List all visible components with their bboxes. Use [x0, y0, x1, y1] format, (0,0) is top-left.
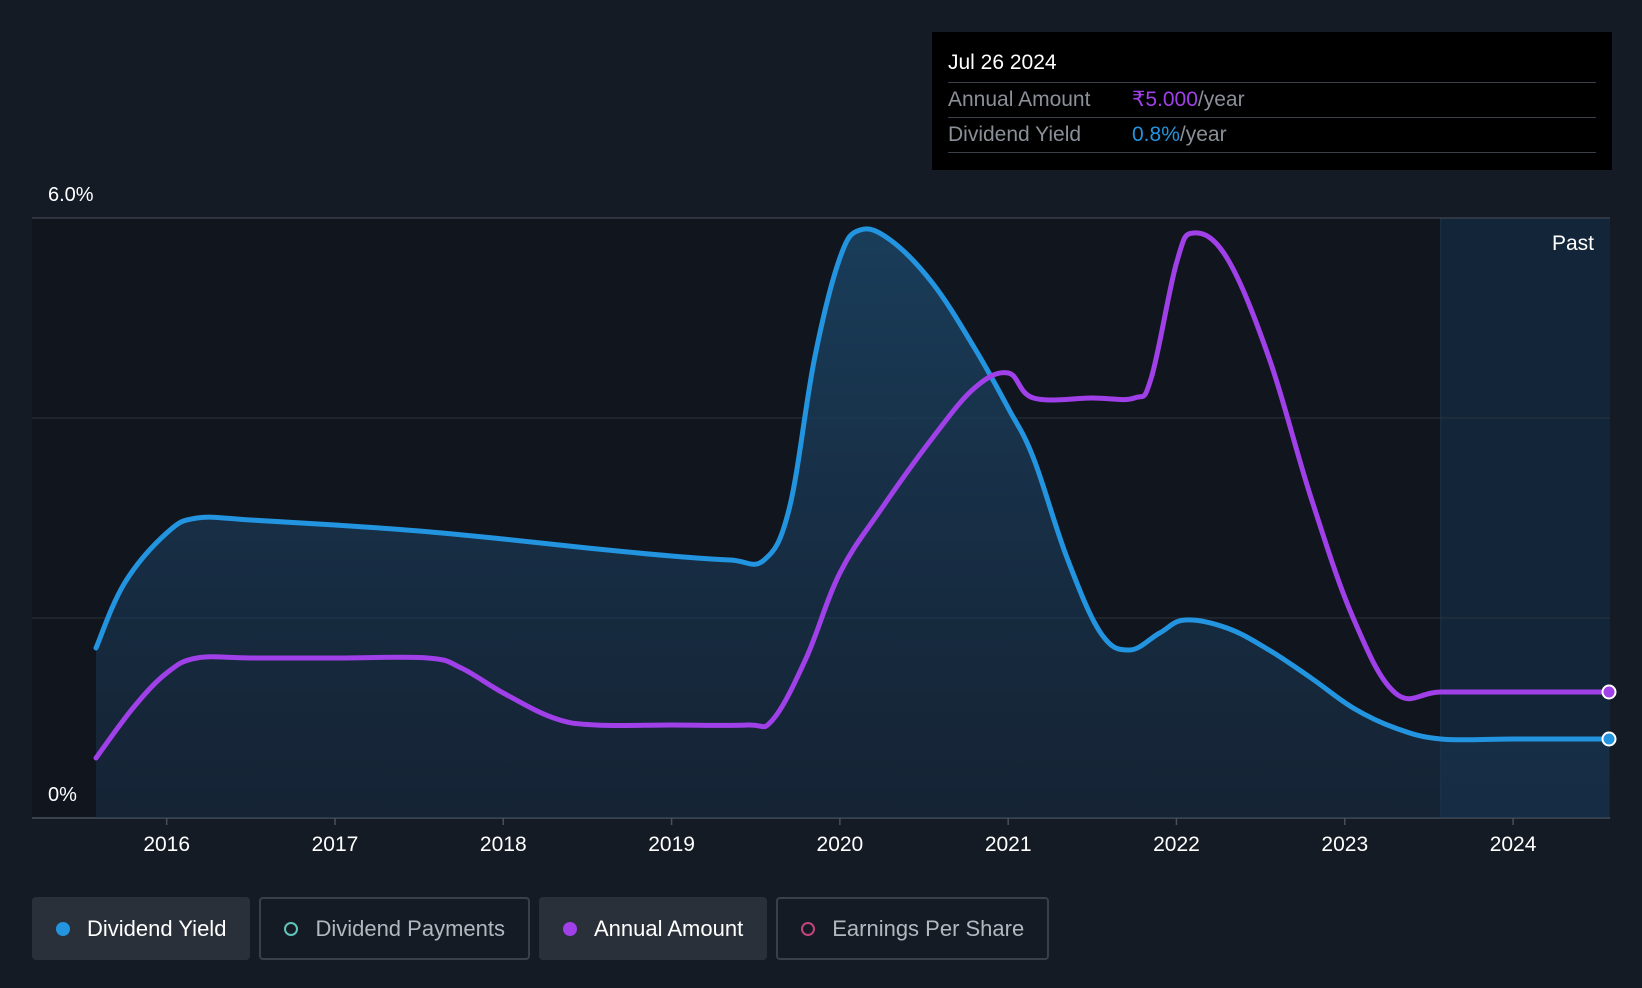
legend-label: Annual Amount: [593, 915, 744, 941]
dot-icon: [562, 921, 577, 936]
y-tick-label: 6.0%: [48, 184, 94, 206]
annual-amount-line: [93, 230, 1612, 761]
tooltip-label: Dividend Yield: [948, 123, 1082, 146]
ring-icon: [284, 921, 299, 936]
legend-toggle-annual-amount[interactable]: Annual Amount: [538, 897, 768, 960]
past-label: Past: [1552, 232, 1594, 255]
x-tick-label: 2021: [985, 833, 1032, 856]
x-tick-label: 2020: [817, 833, 864, 856]
tooltip-row-annual-amount: Annual Amount ₹5.000 /year: [948, 82, 1596, 117]
dot-icon: [56, 921, 70, 936]
x-tick-label: 2017: [312, 833, 359, 856]
y-tick-label: 0%: [48, 784, 77, 806]
legend-label: Dividend Payments: [315, 915, 505, 941]
legend-toggle-earnings-per-share[interactable]: Earnings Per Share: [776, 897, 1050, 960]
tooltip-date: Jul 26 2024: [948, 51, 1057, 74]
legend: Dividend Yield Dividend Payments Annual …: [32, 897, 1058, 960]
tooltip-label: Annual Amount: [948, 88, 1091, 111]
past-region: [1440, 218, 1610, 818]
x-tick-label: 2024: [1490, 833, 1537, 856]
tooltip-panel: Jul 26 2024 Annual Amount ₹5.000 /year D…: [932, 32, 1612, 170]
dividend-yield-end-point: [1601, 731, 1617, 747]
legend-toggle-dividend-yield[interactable]: Dividend Yield: [32, 897, 251, 960]
legend-label: Dividend Yield: [87, 915, 227, 941]
x-axis: 2016 2017 2018 2019 2020 2021 2022 2023 2024: [143, 818, 1537, 856]
dividend-yield-area: [96, 228, 1609, 818]
tooltip-value: 0.8%: [1132, 123, 1180, 146]
x-tick-label: 2018: [480, 833, 527, 856]
tooltip-value: ₹5.000: [1132, 88, 1198, 111]
tooltip-unit: /year: [1179, 123, 1227, 146]
y-axis: 6.0% 0%: [48, 184, 94, 806]
ring-icon: [801, 921, 816, 936]
x-tick-label: 2019: [648, 833, 695, 856]
dividend-yield-line: [93, 226, 1612, 743]
legend-label: Earnings Per Share: [832, 915, 1025, 941]
x-tick-label: 2016: [143, 833, 190, 856]
legend-toggle-dividend-payments[interactable]: Dividend Payments: [259, 897, 530, 960]
tooltip-unit: /year: [1197, 88, 1245, 111]
x-tick-label: 2022: [1153, 833, 1200, 856]
end-markers: [1601, 684, 1617, 747]
tooltip-row-dividend-yield: Dividend Yield 0.8% /year: [948, 117, 1596, 153]
x-tick-label: 2023: [1321, 833, 1368, 856]
annual-amount-end-point: [1601, 684, 1617, 700]
